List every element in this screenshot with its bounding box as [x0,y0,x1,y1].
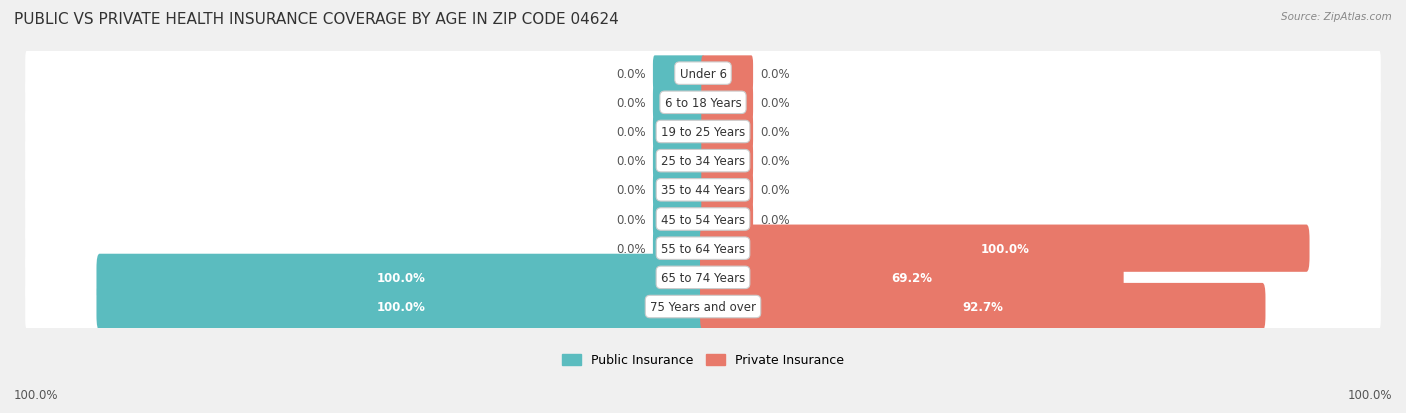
Text: 0.0%: 0.0% [761,97,790,109]
FancyBboxPatch shape [652,231,704,266]
FancyBboxPatch shape [702,85,754,121]
FancyBboxPatch shape [97,254,706,301]
FancyBboxPatch shape [652,56,704,92]
Legend: Public Insurance, Private Insurance: Public Insurance, Private Insurance [562,354,844,367]
FancyBboxPatch shape [652,114,704,150]
Text: PUBLIC VS PRIVATE HEALTH INSURANCE COVERAGE BY AGE IN ZIP CODE 04624: PUBLIC VS PRIVATE HEALTH INSURANCE COVER… [14,12,619,27]
Text: 35 to 44 Years: 35 to 44 Years [661,184,745,197]
FancyBboxPatch shape [25,284,1381,330]
FancyBboxPatch shape [652,143,704,179]
Text: 0.0%: 0.0% [616,126,645,139]
Text: 75 Years and over: 75 Years and over [650,300,756,313]
FancyBboxPatch shape [652,85,704,121]
FancyBboxPatch shape [700,254,1123,301]
Text: 69.2%: 69.2% [891,271,932,284]
Text: 65 to 74 Years: 65 to 74 Years [661,271,745,284]
Text: 0.0%: 0.0% [761,67,790,81]
FancyBboxPatch shape [702,143,754,179]
FancyBboxPatch shape [25,81,1381,126]
FancyBboxPatch shape [25,51,1381,97]
Text: Under 6: Under 6 [679,67,727,81]
Text: 0.0%: 0.0% [616,97,645,109]
Text: 19 to 25 Years: 19 to 25 Years [661,126,745,139]
Text: 55 to 64 Years: 55 to 64 Years [661,242,745,255]
FancyBboxPatch shape [25,255,1381,300]
Text: 100.0%: 100.0% [1347,388,1392,401]
Text: Source: ZipAtlas.com: Source: ZipAtlas.com [1281,12,1392,22]
FancyBboxPatch shape [702,202,754,237]
Text: 0.0%: 0.0% [616,242,645,255]
Text: 0.0%: 0.0% [616,155,645,168]
FancyBboxPatch shape [702,56,754,92]
Text: 0.0%: 0.0% [761,126,790,139]
FancyBboxPatch shape [700,283,1265,330]
FancyBboxPatch shape [702,173,754,208]
Text: 100.0%: 100.0% [377,300,426,313]
FancyBboxPatch shape [25,109,1381,155]
FancyBboxPatch shape [652,202,704,237]
FancyBboxPatch shape [25,197,1381,242]
Text: 25 to 34 Years: 25 to 34 Years [661,155,745,168]
FancyBboxPatch shape [97,283,706,330]
Text: 92.7%: 92.7% [962,300,1002,313]
Text: 0.0%: 0.0% [616,213,645,226]
Text: 0.0%: 0.0% [761,184,790,197]
FancyBboxPatch shape [700,225,1309,272]
Text: 0.0%: 0.0% [616,67,645,81]
Text: 100.0%: 100.0% [14,388,59,401]
Text: 0.0%: 0.0% [616,184,645,197]
FancyBboxPatch shape [702,114,754,150]
Text: 0.0%: 0.0% [761,213,790,226]
FancyBboxPatch shape [25,168,1381,213]
FancyBboxPatch shape [25,139,1381,184]
FancyBboxPatch shape [25,226,1381,271]
Text: 100.0%: 100.0% [377,271,426,284]
Text: 45 to 54 Years: 45 to 54 Years [661,213,745,226]
Text: 6 to 18 Years: 6 to 18 Years [665,97,741,109]
Text: 0.0%: 0.0% [761,155,790,168]
FancyBboxPatch shape [652,173,704,208]
Text: 100.0%: 100.0% [980,242,1029,255]
